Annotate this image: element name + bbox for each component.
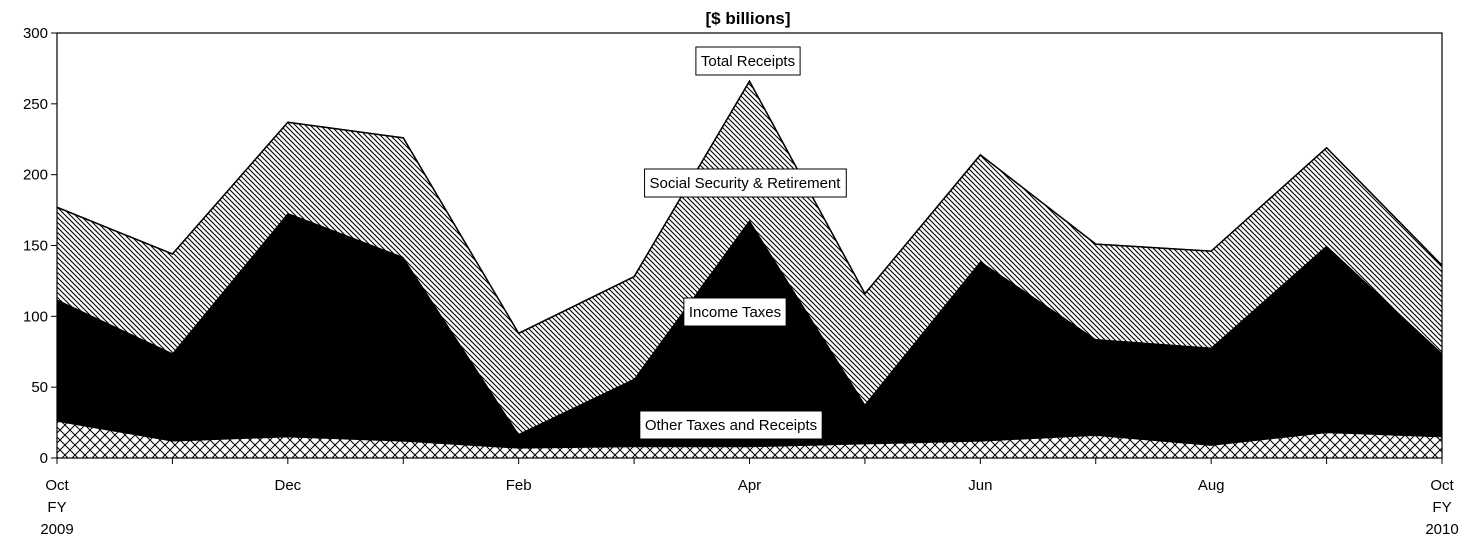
chart-title: [$ billions] (706, 9, 791, 28)
annotation-box (695, 46, 801, 76)
y-tick-label: 250 (23, 96, 48, 113)
annotation-total-receipts: Total Receipts (695, 46, 801, 76)
y-tick-label: 150 (23, 238, 48, 255)
y-tick-label: 300 (23, 25, 48, 42)
y-tick-label: 100 (23, 308, 48, 325)
y-tick-label: 200 (23, 167, 48, 184)
annotation-income-taxes: Income Taxes (683, 297, 787, 327)
area-social-security-retirement (57, 81, 1442, 434)
area-other-taxes-and-receipts (57, 421, 1442, 458)
annotation-label: Total Receipts (701, 53, 795, 70)
x-tick-label: Oct FY 2009 (40, 477, 73, 538)
y-tick-label: 0 (40, 450, 48, 467)
annotation-label: Other Taxes and Receipts (645, 417, 817, 434)
annotation-box (644, 168, 847, 198)
annotation-box (639, 410, 823, 440)
area-income-taxes (57, 212, 1442, 449)
annotation-label: Social Security & Retirement (650, 175, 842, 192)
x-tick-label: Dec (274, 477, 301, 494)
annotation-social-security-retirement: Social Security & Retirement (644, 168, 847, 198)
annotation-label: Income Taxes (689, 304, 781, 321)
x-tick-label: Oct FY 2010 (1425, 477, 1458, 538)
y-tick-label: 50 (31, 379, 48, 396)
annotation-other-taxes-and-receipts: Other Taxes and Receipts (639, 410, 823, 440)
x-tick-label: Apr (738, 477, 761, 494)
annotation-box (683, 297, 787, 327)
x-tick-label: Feb (506, 477, 532, 494)
total-receipts-line (56, 79, 1443, 335)
x-tick-label: Jun (968, 477, 992, 494)
x-tick-label: Aug (1198, 477, 1225, 494)
